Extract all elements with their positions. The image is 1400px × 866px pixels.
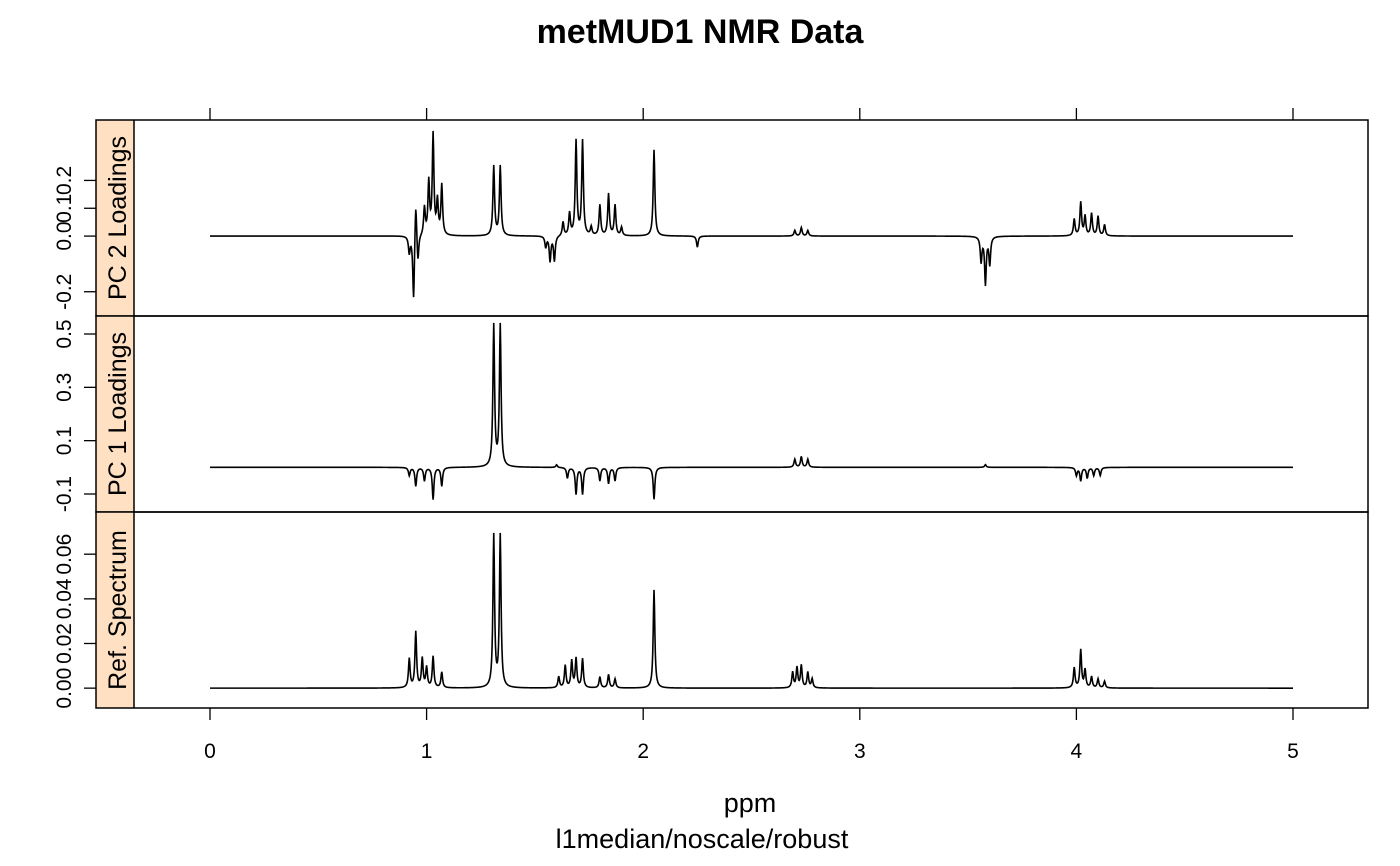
y-tick-label: 0.06 [53, 534, 76, 575]
x-axis: 0 1 2 3 4 5 [204, 108, 1299, 763]
panel-0: -0.2 0.00.10.2 PC 2 Loadings [53, 119, 1369, 317]
y-tick-label: 0.3 [53, 373, 76, 402]
strip-label: PC 2 Loadings [104, 136, 132, 300]
strip-label: Ref. Spectrum [104, 530, 132, 690]
panel-2: 0.00 0.02 0.04 0.06 Ref. Spectrum [53, 511, 1369, 709]
x-tick-label: 0 [204, 740, 216, 763]
y-tick-label: -0.2 [53, 274, 76, 310]
y-tick-label: 0.04 [53, 578, 76, 619]
y-tick-label: 0.1 [53, 194, 76, 223]
panels-group: -0.20.00.10.2 PC 2 Loadings-0.10.10.30.5 P… [53, 119, 1369, 709]
x-tick-label: 2 [637, 740, 649, 763]
y-tick-label: 0.5 [53, 319, 76, 348]
x-tick-label: 1 [421, 740, 433, 763]
x-tick-label: 3 [854, 740, 866, 763]
x-tick-label: 4 [1071, 740, 1083, 763]
spectrum-line [210, 130, 1293, 298]
spectrum-line [210, 532, 1293, 689]
strip-background [96, 512, 134, 708]
panel-1: -0.1 0.1 0.3 0.5 PC 1 Loadings [53, 315, 1369, 513]
y-tick-label: 0.02 [53, 623, 76, 664]
y-tick-label: 0.1 [53, 426, 76, 455]
strip-label: PC 1 Loadings [104, 332, 132, 496]
strip-background [96, 120, 134, 316]
spectrum-line [210, 322, 1293, 500]
y-tick-label: -0.1 [53, 476, 76, 512]
y-tick-label: 0.00 [53, 668, 76, 709]
panel-border [95, 511, 1369, 709]
y-tick-label: 0.0 [53, 221, 76, 250]
x-tick-label: 5 [1287, 740, 1299, 763]
panel-border [95, 119, 1369, 317]
chart-subtitle: l1median/noscale/robust [556, 824, 849, 854]
x-axis-label: ppm [724, 788, 777, 818]
strip-background [96, 316, 134, 512]
chart-title: metMUD1 NMR Data [537, 13, 865, 51]
y-tick-label: 0.2 [53, 166, 76, 195]
panel-border [95, 315, 1369, 513]
